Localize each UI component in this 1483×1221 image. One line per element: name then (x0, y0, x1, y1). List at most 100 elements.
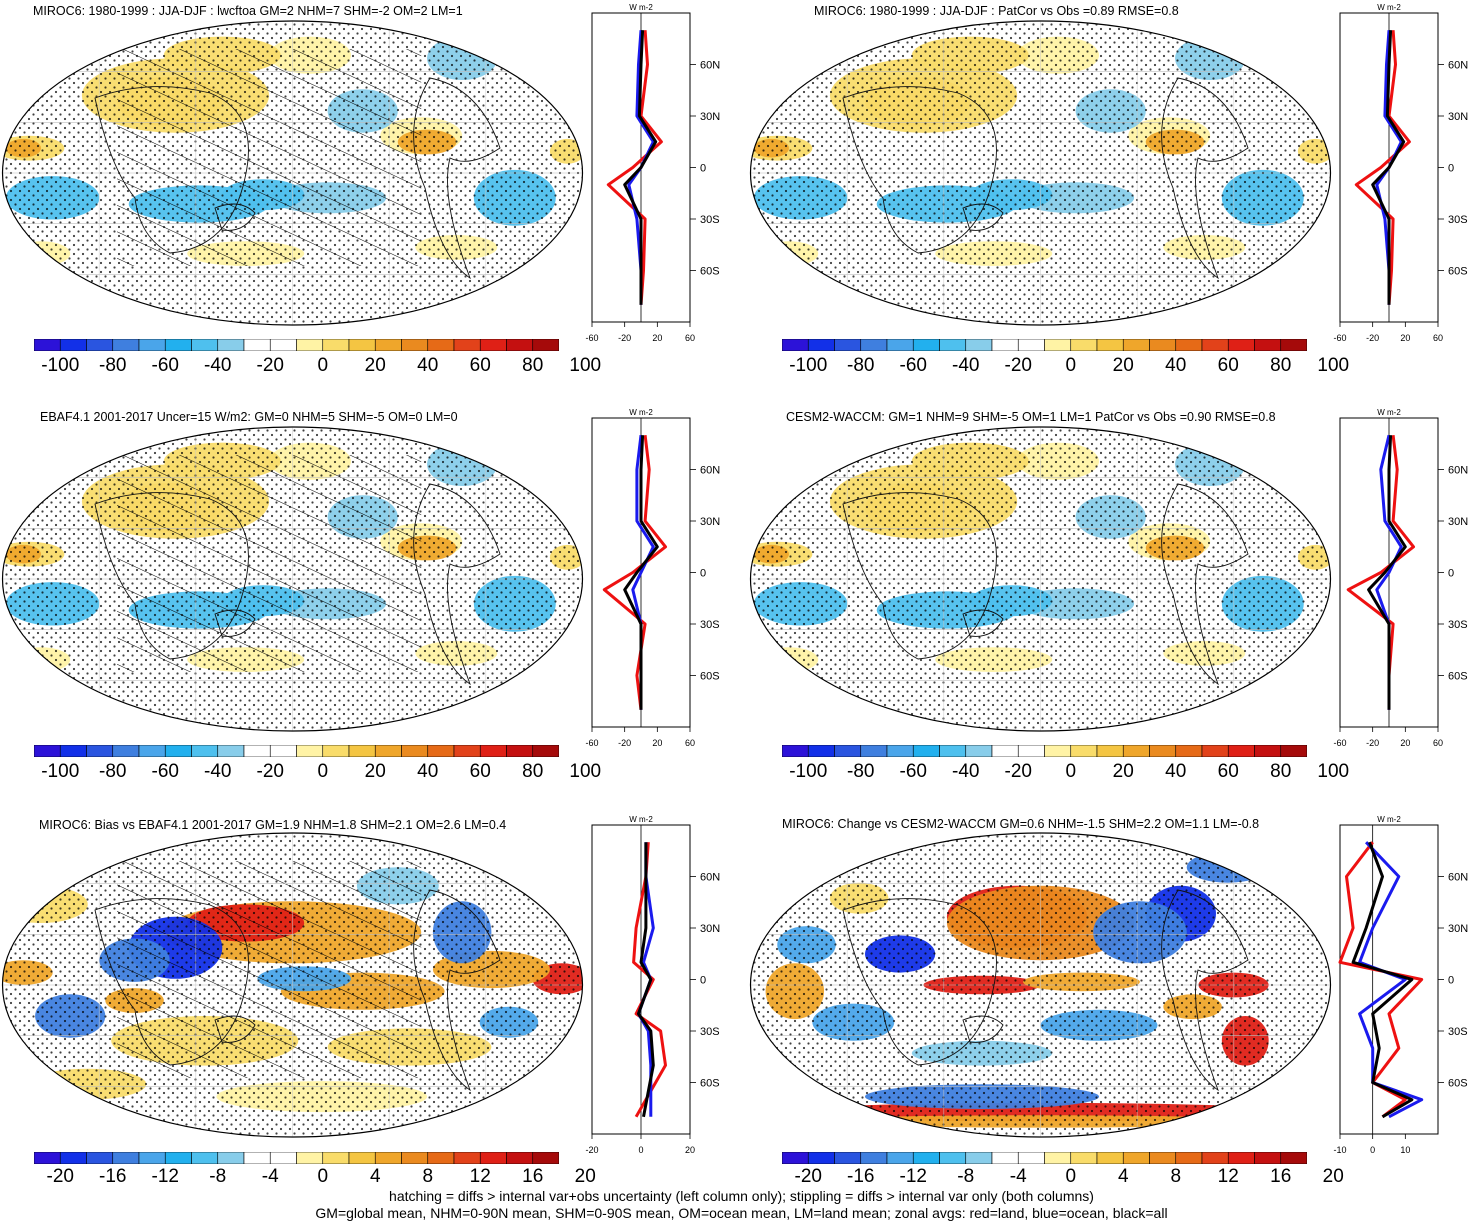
colorbar-tick-label: 8 (422, 1166, 434, 1187)
colorbar-tick-label: 20 (364, 761, 386, 782)
x-tick-label: 60 (1433, 738, 1443, 748)
colorbar-labels-miroc6-patcor: -100 -80 -60 -40 -20 0 20 40 60 80 100 (782, 355, 1349, 377)
colorbar-swatch (191, 1152, 219, 1164)
x-tick-label: -10 (1333, 1145, 1346, 1155)
colorbar-tick-label: 80 (522, 355, 544, 376)
x-tick-label: 20 (685, 1145, 695, 1155)
map-miroc6-patcor (749, 20, 1332, 326)
panel-title-change: MIROC6: Change vs CESM2-WACCM GM=0.6 NHM… (782, 817, 1260, 831)
lat-tick-label: 30N (1448, 111, 1468, 123)
colorbar-swatch (886, 745, 914, 757)
colorbar-swatch (217, 339, 245, 351)
map-bias (1, 832, 584, 1138)
colorbar-swatch (217, 1152, 245, 1164)
colorbar-swatch (1017, 745, 1045, 757)
x-tick-label: 20 (652, 333, 662, 343)
colorbar-swatch (191, 339, 219, 351)
colorbar-swatch (296, 745, 324, 757)
colorbar-change (782, 1152, 1307, 1164)
colorbar-swatch (322, 1152, 350, 1164)
zonal-plot-miroc6-patcor: W m-2 60N 30N 0 30S 60S -60 -20 20 60 (1333, 3, 1468, 343)
map-change (749, 832, 1332, 1138)
colorbar-tick-label: 0 (317, 1166, 329, 1187)
map-border (749, 832, 1332, 1138)
colorbar-tick-label: 0 (1065, 1166, 1077, 1187)
lat-tick-label: 30S (1448, 214, 1468, 226)
colorbar-tick-label: -20 (256, 761, 284, 782)
colorbar-swatch (1149, 339, 1177, 351)
colorbar-swatch (912, 745, 940, 757)
zonal-plot-cesm2: W m-2 60N 30N 0 30S 60S -60 -20 20 60 (1333, 408, 1468, 748)
colorbar-tick-label: -40 (204, 761, 232, 782)
colorbar-tick-label: -60 (899, 761, 927, 782)
colorbar-tick-label: -20 (46, 1166, 74, 1187)
colorbar-tick-label: 0 (1065, 761, 1077, 782)
colorbar-swatch (782, 1152, 809, 1164)
coastline (94, 898, 249, 1066)
colorbar-tick-label: 12 (469, 1166, 491, 1187)
map-field (750, 21, 1331, 325)
x-tick-label: -20 (618, 333, 631, 343)
colorbar-swatch (1070, 1152, 1098, 1164)
zonal-plot-change: W m-2 60N 30N 0 30S 60S -10 0 10 (1333, 815, 1468, 1155)
colorbar-tick-label: -40 (952, 761, 980, 782)
lat-tick-label: 0 (1448, 163, 1454, 175)
colorbar-swatch (1227, 339, 1255, 351)
colorbar-swatch (243, 1152, 271, 1164)
map-border (1, 832, 584, 1138)
lat-tick-label: 60N (700, 465, 720, 477)
colorbar-tick-label: 80 (1270, 761, 1292, 782)
lat-tick-label: 0 (700, 975, 706, 987)
x-tick-label: 60 (685, 333, 695, 343)
colorbar-swatch (427, 1152, 455, 1164)
map-border (749, 20, 1332, 326)
colorbar-swatch (348, 339, 376, 351)
colorbar-swatch (965, 339, 993, 351)
x-tick-label: -20 (1366, 738, 1379, 748)
colorbar-swatch (59, 339, 87, 351)
footer-line-2: GM=global mean, NHM=0-90N mean, SHM=0-90… (315, 1205, 1168, 1221)
coastline (214, 1015, 256, 1043)
map-border (1, 426, 584, 732)
colorbar-labels-bias: -20 -16 -12 -8 -4 0 4 8 12 16 20 (34, 1166, 596, 1188)
colorbar-tick-label: -20 (1004, 761, 1032, 782)
colorbar-tick-label: -80 (99, 761, 127, 782)
x-tick-label: 20 (1400, 333, 1410, 343)
lat-tick-label: 0 (1448, 975, 1454, 987)
hatching (117, 49, 422, 266)
lat-tick-label: 30S (700, 1026, 720, 1038)
colorbar-swatch (269, 1152, 297, 1164)
colorbar-swatch (453, 339, 481, 351)
coastline (413, 483, 501, 686)
colorbar-swatch (34, 1152, 61, 1164)
colorbar-tick-label: -8 (209, 1166, 227, 1187)
zonal-unit-label: W m-2 (1377, 815, 1401, 824)
colorbar-swatch (479, 1152, 507, 1164)
lat-tick-label: 30S (1448, 1026, 1468, 1038)
colorbar-swatch (912, 339, 940, 351)
zonal-unit-label: W m-2 (629, 3, 653, 12)
colorbar-swatch (453, 745, 481, 757)
colorbar-swatch (860, 745, 888, 757)
colorbar-tick-label: -16 (99, 1166, 127, 1187)
x-tick-label: 20 (1400, 738, 1410, 748)
colorbar-tick-label: 60 (469, 355, 491, 376)
x-tick-label: -60 (1333, 738, 1346, 748)
colorbar-swatch (164, 1152, 192, 1164)
colorbar-swatch (834, 745, 862, 757)
lat-tick-label: 30N (700, 111, 720, 123)
lat-tick-label: 0 (700, 163, 706, 175)
colorbar-swatch (1175, 745, 1203, 757)
colorbar-tick-label: 20 (1112, 355, 1134, 376)
zonal-line-all (1371, 30, 1406, 305)
coastline (94, 492, 249, 660)
colorbar-swatch (886, 1152, 914, 1164)
colorbar-swatch (191, 745, 219, 757)
colorbar-swatch (34, 339, 61, 351)
coastline (1161, 889, 1249, 1092)
colorbar-tick-label: -4 (261, 1166, 279, 1187)
colorbar-swatch (991, 1152, 1019, 1164)
coastline (962, 1015, 1004, 1043)
colorbar-swatch (860, 339, 888, 351)
colorbar-tick-label: 40 (1165, 761, 1187, 782)
